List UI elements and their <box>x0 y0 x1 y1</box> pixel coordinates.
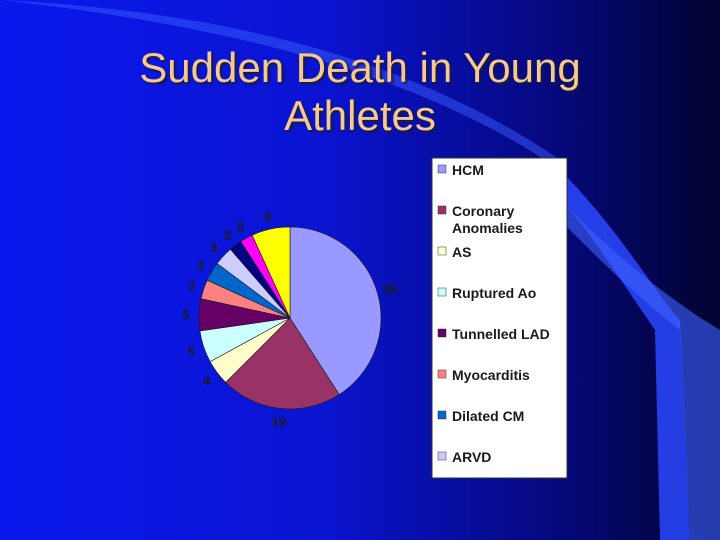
legend-label-4: Ruptured Ao <box>452 285 536 301</box>
legend-swatch-3 <box>437 246 447 256</box>
pie-slices <box>198 226 382 410</box>
legend-label-8: ARVD <box>452 449 491 465</box>
slice-value-label-1: 36 <box>383 282 397 297</box>
title-line-1: Sudden Death in Young <box>139 44 581 91</box>
legend-label-7: Dilated CM <box>452 408 524 424</box>
slice-value-label-5: 5 <box>182 307 189 322</box>
slide-title: Sudden Death in Young Athletes <box>40 44 680 140</box>
legend-label-5: Tunnelled LAD <box>452 326 550 342</box>
legend-box <box>431 157 568 479</box>
legend-swatch-1 <box>437 164 447 174</box>
slice-value-label-11: 6 <box>264 209 271 224</box>
legend-label-3: AS <box>452 244 471 260</box>
legend-swatch-2 <box>437 205 447 215</box>
pie-slice-2 <box>225 317 340 410</box>
legend-swatch-6 <box>437 369 447 379</box>
pie-slice-1 <box>289 226 382 395</box>
pie-slice-11 <box>251 226 291 319</box>
slice-value-label-6: 3 <box>188 278 195 293</box>
slice-value-label-9: 2 <box>224 228 231 243</box>
slice-value-label-2: 19 <box>272 414 286 429</box>
slice-value-label-4: 5 <box>188 344 195 359</box>
slice-value-label-10: 2 <box>237 220 244 235</box>
legend-swatch-8 <box>437 451 447 461</box>
legend-label-2-line-1: Coronary <box>452 203 514 219</box>
title-line-2: Athletes <box>284 92 436 139</box>
slice-value-label-7: 3 <box>197 258 204 273</box>
slice-value-label-3: 4 <box>203 373 211 388</box>
legend-swatch-4 <box>437 287 447 297</box>
slice-value-label-8: 3 <box>210 240 217 255</box>
legend-swatch-5 <box>437 328 447 338</box>
legend-label-2-line-2: Anomalies <box>452 220 523 236</box>
legend-swatch-7 <box>437 410 447 420</box>
legend-label-1: HCM <box>452 162 484 178</box>
legend-label-6: Myocarditis <box>452 367 530 383</box>
